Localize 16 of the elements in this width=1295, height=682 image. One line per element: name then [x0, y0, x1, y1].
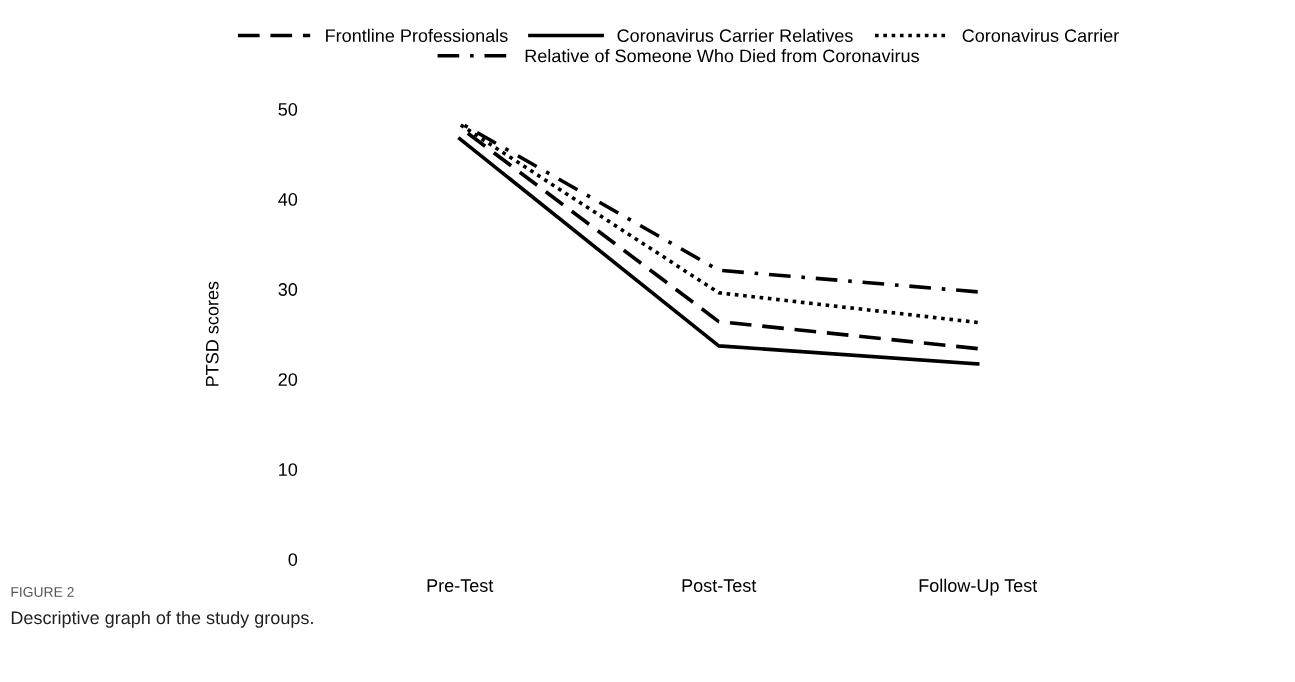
legend-label: Frontline Professionals	[326, 28, 508, 43]
legend-label: Relative of Someone Who Died from Coronavirus	[525, 49, 919, 63]
y-tick-label: 30	[278, 283, 298, 296]
caption: FIGURE 2	[11, 587, 74, 597]
x-tick-label: Pre-Test	[427, 579, 494, 592]
x-tick-label: Post-Test	[682, 579, 757, 592]
y-tick-label: 40	[278, 193, 298, 206]
y-axis-title: PTSD scores	[205, 281, 219, 386]
text: Descriptive graph of the study groups.	[11, 610, 313, 628]
legend-label: Coronavirus Carrier Relatives	[617, 28, 853, 43]
y-tick-label: 10	[279, 463, 298, 476]
legend-label: Coronavirus Carrier	[962, 28, 1119, 43]
x-tick-label: Follow-Up Test	[919, 578, 1038, 596]
y-tick-label: 20	[278, 373, 298, 386]
y-tick-label: 50	[278, 103, 298, 116]
y-tick-label: 0	[288, 553, 298, 566]
